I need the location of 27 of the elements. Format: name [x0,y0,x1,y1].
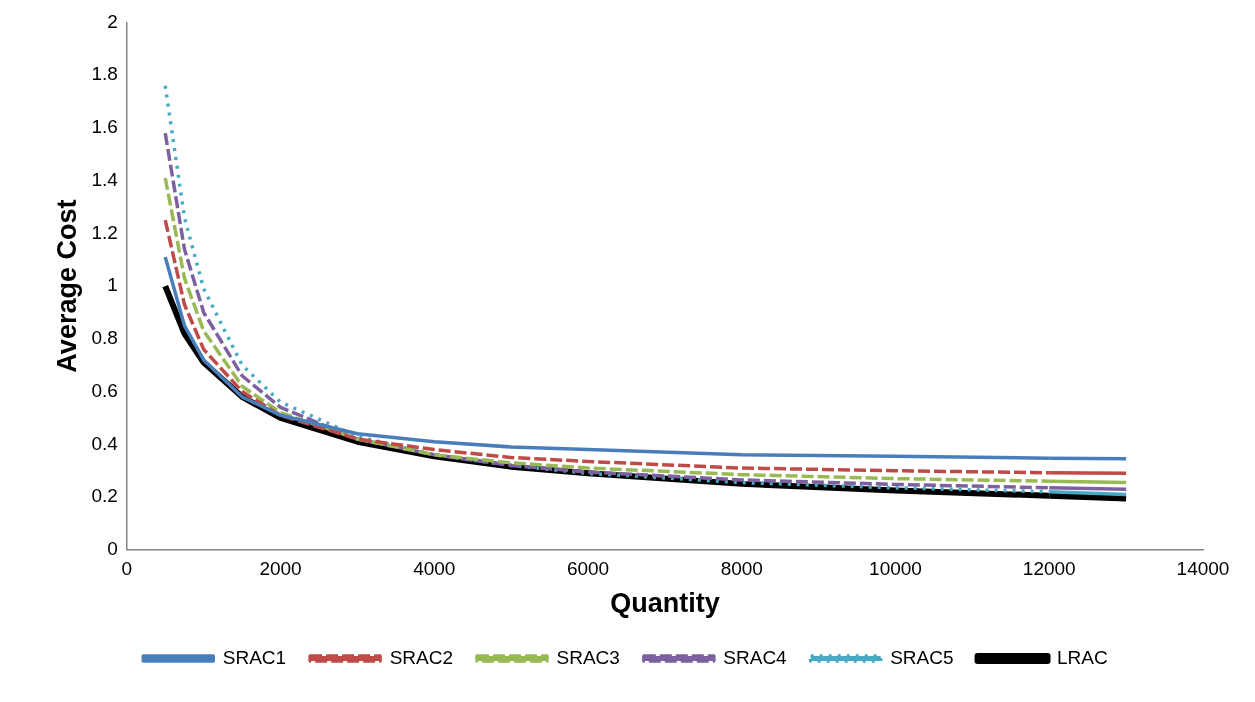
x-tick-label: 0 [121,558,133,580]
y-tick-label: 2 [107,10,118,32]
y-tick-label: 1.6 [91,116,118,138]
y-axis-title: Average Cost [51,199,82,373]
legend-label: SRAC3 [556,646,620,668]
x-tick-label: 2000 [259,558,302,580]
y-tick-label: 0.4 [91,432,119,454]
y-tick-label: 0.2 [91,485,118,507]
x-tick-label: 12000 [1022,558,1076,580]
y-tick-label: 0.6 [91,379,118,401]
x-tick-label: 10000 [869,558,922,580]
x-tick-label: 6000 [566,558,610,580]
legend-label: SRAC4 [723,646,788,668]
legend-label: SRAC5 [890,646,954,668]
y-tick-label: 1.8 [91,63,118,85]
y-tick-label: 1.4 [91,168,119,190]
y-tick-label: 0.8 [91,327,118,349]
y-tick-label: 1.2 [91,221,118,243]
x-tick-label: 14000 [1176,558,1230,580]
x-tick-label: 4000 [413,558,456,580]
legend-label: LRAC [1057,646,1108,668]
x-axis-title: Quantity [610,588,720,619]
legend-label: SRAC1 [222,646,287,668]
y-tick-label: 0 [107,538,118,560]
x-tick-label: 8000 [720,558,763,580]
legend-label: SRAC2 [389,646,453,668]
y-tick-label: 1 [107,274,118,296]
